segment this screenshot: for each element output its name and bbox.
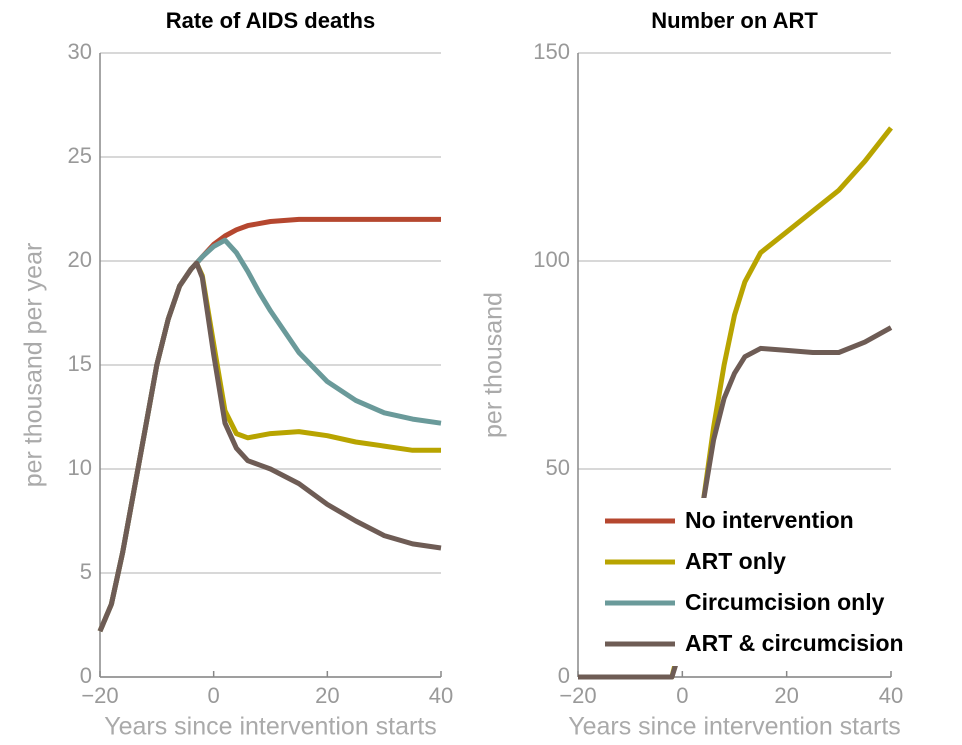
x-tick-label: 40 — [429, 683, 453, 708]
x-tick-label: 20 — [774, 683, 798, 708]
x-tick-label: 0 — [208, 683, 220, 708]
y-tick-label: 100 — [533, 247, 570, 272]
x-tick-label: −20 — [559, 683, 596, 708]
series-line — [97, 260, 442, 633]
chart-title: Number on ART — [651, 8, 818, 33]
y-tick-label: 25 — [68, 143, 92, 168]
y-tick-label: 150 — [533, 39, 570, 64]
y-tick-label: 0 — [80, 663, 92, 688]
y-tick-label: 5 — [80, 559, 92, 584]
x-axis-label: Years since intervention starts — [568, 713, 901, 741]
legend-label: ART only — [685, 548, 786, 574]
y-tick-label: 30 — [68, 39, 92, 64]
chart-title: Rate of AIDS deaths — [166, 8, 375, 33]
y-axis-label: per thousand per year — [20, 243, 48, 488]
x-tick-label: 0 — [676, 683, 688, 708]
y-axis-label: per thousand — [480, 292, 508, 438]
y-tick-label: 20 — [68, 247, 92, 272]
x-tick-label: 20 — [315, 683, 339, 708]
y-tick-label: 50 — [546, 455, 570, 480]
y-tick-label: 10 — [68, 455, 92, 480]
x-axis-label: Years since intervention starts — [104, 713, 437, 741]
series-line — [97, 260, 441, 633]
series-line — [97, 216, 441, 633]
x-tick-label: −20 — [81, 683, 118, 708]
legend-label: No intervention — [685, 507, 854, 533]
legend-label: Circumcision only — [685, 589, 885, 615]
x-tick-label: 40 — [879, 683, 903, 708]
legend-box — [598, 498, 960, 666]
legend-label: ART & circumcision — [685, 630, 904, 656]
y-tick-label: 0 — [558, 663, 570, 688]
y-tick-label: 15 — [68, 351, 92, 376]
